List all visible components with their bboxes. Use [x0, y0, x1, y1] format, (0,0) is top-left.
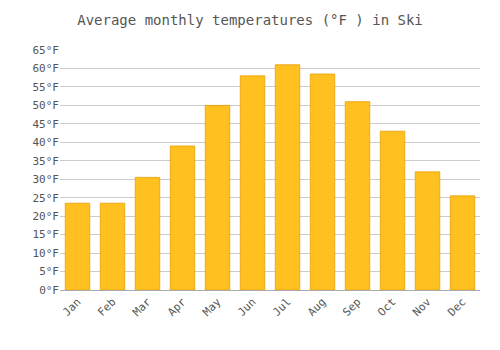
svg-text:Average monthly temperatures (: Average monthly temperatures (°F ) in Sk…: [77, 12, 423, 28]
svg-text:May: May: [200, 295, 224, 319]
svg-text:Apr: Apr: [165, 295, 189, 319]
svg-text:45°F: 45°F: [33, 118, 60, 131]
svg-text:Feb: Feb: [95, 296, 118, 319]
svg-text:Oct: Oct: [375, 296, 398, 319]
svg-text:5°F: 5°F: [39, 265, 59, 278]
svg-text:30°F: 30°F: [33, 173, 60, 186]
svg-text:35°F: 35°F: [33, 155, 60, 168]
svg-text:0°F: 0°F: [39, 284, 59, 297]
svg-text:60°F: 60°F: [33, 62, 60, 75]
svg-text:25°F: 25°F: [33, 192, 60, 205]
svg-text:15°F: 15°F: [33, 228, 60, 241]
svg-text:50°F: 50°F: [33, 99, 60, 112]
svg-text:Jul: Jul: [270, 296, 293, 319]
svg-text:20°F: 20°F: [33, 210, 60, 223]
svg-text:Aug: Aug: [305, 296, 328, 319]
svg-text:55°F: 55°F: [33, 81, 60, 94]
svg-text:Nov: Nov: [410, 295, 434, 319]
svg-text:Sep: Sep: [340, 296, 363, 319]
svg-text:65°F: 65°F: [33, 44, 60, 57]
svg-text:Mar: Mar: [130, 295, 154, 319]
svg-text:40°F: 40°F: [33, 136, 60, 149]
svg-text:Jun: Jun: [235, 296, 258, 319]
svg-text:10°F: 10°F: [33, 247, 60, 260]
svg-text:Jan: Jan: [60, 296, 83, 319]
svg-text:Dec: Dec: [445, 296, 468, 319]
